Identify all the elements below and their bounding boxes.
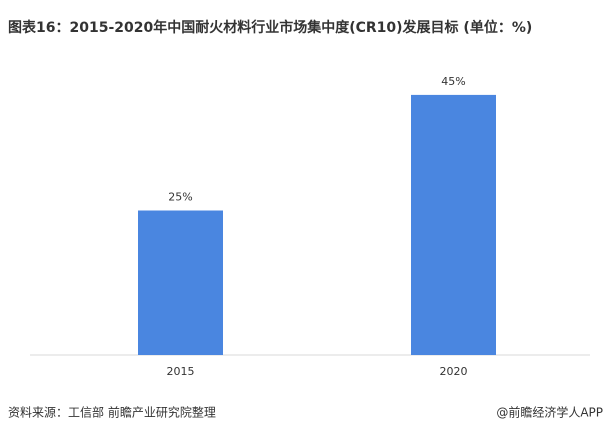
source: 资料来源：工信部 前瞻产业研究院整理 bbox=[8, 405, 216, 420]
chart-title: 图表16：2015-2020年中国耐火材料行业市场集中度(CR10)发展目标 (… bbox=[8, 19, 532, 36]
bar bbox=[411, 94, 496, 356]
bar bbox=[138, 210, 223, 355]
x-tick-label: 2015 bbox=[167, 365, 195, 378]
value-label: 25% bbox=[168, 191, 192, 204]
value-label: 45% bbox=[441, 75, 465, 88]
credit: @前瞻经济学人APP bbox=[496, 405, 603, 420]
x-tick-label: 2020 bbox=[440, 365, 468, 378]
